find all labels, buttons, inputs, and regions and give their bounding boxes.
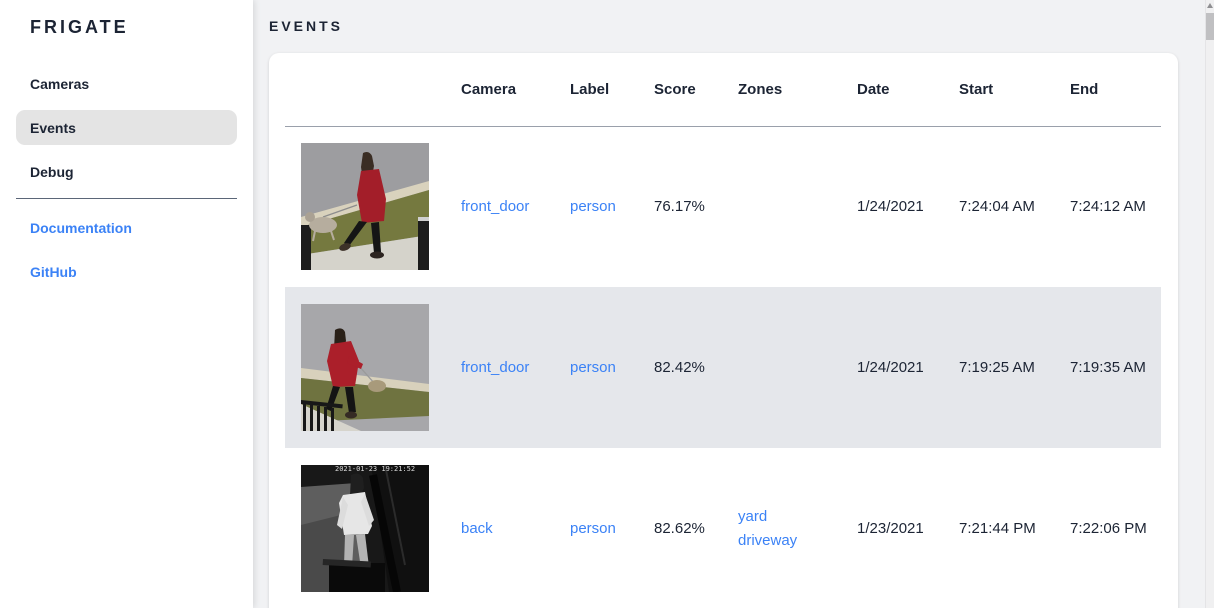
event-row[interactable]: 2021-01-23 19:21:52 back person (285, 448, 1161, 608)
label-link[interactable]: person (570, 198, 616, 216)
sidebar-item-debug[interactable]: Debug (16, 154, 237, 189)
app-title: FRIGATE (30, 17, 129, 37)
event-thumbnail-person-hoodie-day[interactable] (301, 304, 429, 431)
sidebar-item-events[interactable]: Events (16, 110, 237, 145)
sidebar-link-label: Documentation (30, 219, 132, 236)
zones-cell (738, 126, 857, 287)
page-title: EVENTS (269, 18, 344, 34)
events-table-header: Camera Label Score Zones Date Start End (285, 53, 1161, 127)
sidebar-link-label: GitHub (30, 263, 77, 280)
sidebar-link-documentation[interactable]: Documentation (16, 210, 237, 245)
column-header-thumbnail (285, 53, 461, 127)
events-table: Camera Label Score Zones Date Start End (285, 53, 1161, 608)
sidebar-item-cameras[interactable]: Cameras (16, 66, 237, 101)
camera-link[interactable]: front_door (461, 198, 530, 216)
column-header-end: End (1070, 53, 1161, 127)
zones-cell (738, 287, 857, 448)
sidebar-link-github[interactable]: GitHub (16, 254, 237, 289)
sidebar-nav: Cameras Events Debug Documentation GitHu… (0, 66, 253, 289)
end-time-value: 7:24:12 AM (1070, 198, 1146, 216)
score-value: 82.62% (654, 520, 705, 537)
score-value: 76.17% (654, 198, 705, 216)
events-card: Camera Label Score Zones Date Start End (269, 53, 1178, 608)
date-value: 1/24/2021 (857, 359, 924, 376)
column-header-start: Start (959, 53, 1070, 127)
start-time-value: 7:21:44 PM (959, 520, 1036, 537)
zone-link[interactable]: driveway (738, 531, 798, 549)
vertical-scrollbar[interactable] (1205, 0, 1214, 608)
label-link[interactable]: person (570, 520, 616, 537)
sidebar-item-label: Events (30, 119, 76, 136)
column-header-camera: Camera (461, 53, 570, 127)
start-time-value: 7:24:04 AM (959, 198, 1035, 216)
scroll-up-arrow-icon[interactable] (1207, 3, 1213, 8)
date-value: 1/23/2021 (857, 520, 924, 537)
event-row[interactable]: front_door person 82.42% 1/24/2021 7:19:… (285, 287, 1161, 448)
column-header-date: Date (857, 53, 959, 127)
column-header-score: Score (654, 53, 738, 127)
date-value: 1/24/2021 (857, 198, 924, 216)
camera-link[interactable]: back (461, 520, 493, 537)
sidebar-item-label: Debug (30, 163, 74, 180)
zone-link[interactable]: yard (738, 507, 768, 525)
event-thumbnail-person-night-infrared[interactable]: 2021-01-23 19:21:52 (301, 465, 429, 592)
start-time-value: 7:19:25 AM (959, 359, 1035, 376)
sidebar-divider (16, 198, 237, 199)
main-content: EVENTS Camera Label Score Zones Date Sta… (253, 0, 1206, 608)
event-row[interactable]: front_door person 76.17% 1/24/2021 7:24:… (285, 126, 1161, 287)
camera-link[interactable]: front_door (461, 359, 530, 376)
sidebar-item-label: Cameras (30, 75, 90, 92)
zones-cell: yard driveway (738, 448, 857, 608)
end-time-value: 7:19:35 AM (1070, 359, 1146, 376)
scrollbar-thumb[interactable] (1206, 13, 1214, 40)
svg-text:2021-01-23 19:21:52: 2021-01-23 19:21:52 (335, 465, 415, 473)
sidebar: FRIGATE Cameras Events Debug Documentati… (0, 0, 253, 608)
label-link[interactable]: person (570, 359, 616, 376)
column-header-label: Label (570, 53, 654, 127)
column-header-zones: Zones (738, 53, 857, 127)
end-time-value: 7:22:06 PM (1070, 520, 1147, 537)
event-thumbnail-person-dog-day[interactable] (301, 143, 429, 271)
score-value: 82.42% (654, 359, 705, 376)
